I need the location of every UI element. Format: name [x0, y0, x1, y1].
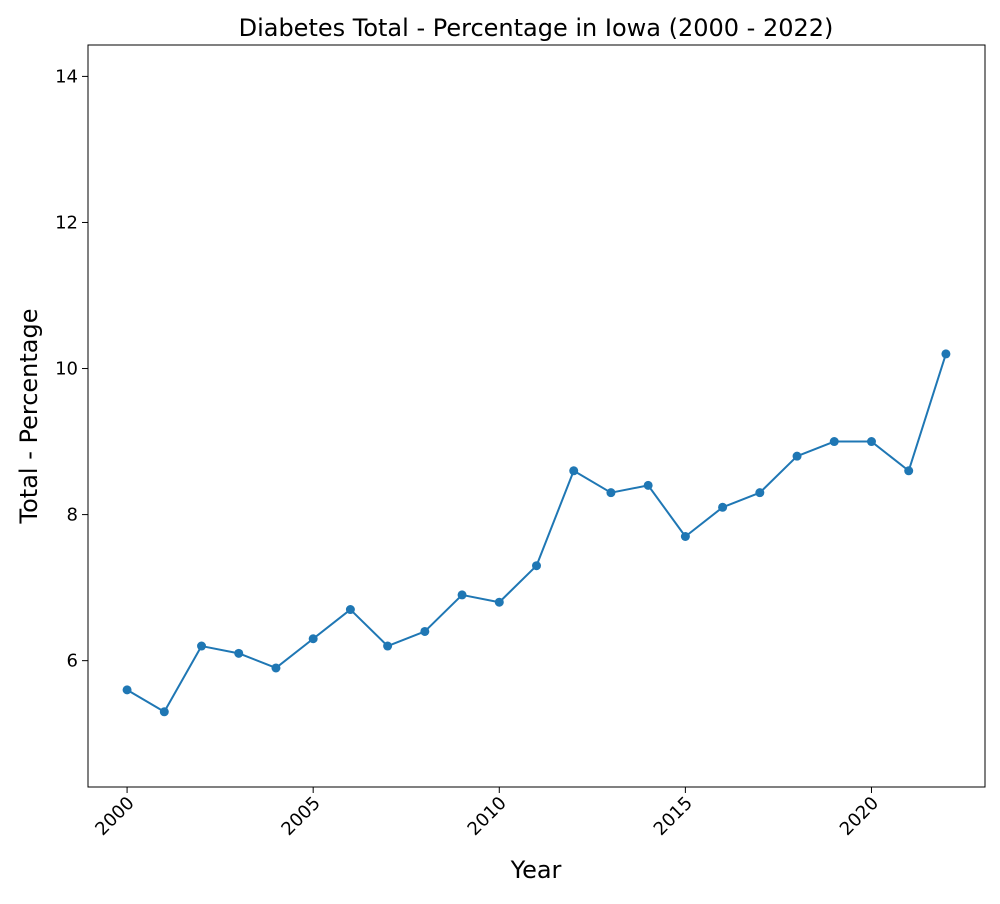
data-point	[494, 597, 504, 607]
data-point	[904, 466, 914, 476]
data-point	[234, 648, 244, 658]
y-tick-label: 6	[67, 651, 78, 672]
y-tick-label: 10	[55, 359, 78, 380]
data-point	[569, 466, 579, 476]
y-tick-label: 14	[55, 66, 78, 87]
data-point	[457, 590, 467, 600]
data-point	[792, 451, 802, 461]
data-point	[606, 488, 616, 498]
data-point	[197, 641, 207, 651]
data-point	[159, 707, 169, 717]
y-tick-label: 12	[55, 212, 78, 233]
data-point	[829, 437, 839, 447]
data-point	[680, 532, 690, 541]
data-point	[941, 349, 951, 359]
data-point	[643, 480, 653, 490]
y-axis-label: Total - Percentage	[15, 309, 43, 525]
data-point	[271, 663, 281, 673]
data-point	[345, 605, 355, 615]
data-point	[383, 641, 393, 651]
y-tick-label: 8	[67, 505, 78, 526]
data-point	[122, 685, 132, 695]
data-point	[420, 626, 430, 636]
plot-frame	[87, 44, 986, 788]
data-point	[866, 437, 876, 447]
data-point	[308, 634, 318, 644]
data-point	[532, 561, 541, 571]
chart-title: Diabetes Total - Percentage in Iowa (200…	[239, 14, 834, 42]
data-point	[718, 502, 728, 512]
data-point	[755, 488, 765, 498]
x-axis-label: Year	[510, 856, 562, 884]
